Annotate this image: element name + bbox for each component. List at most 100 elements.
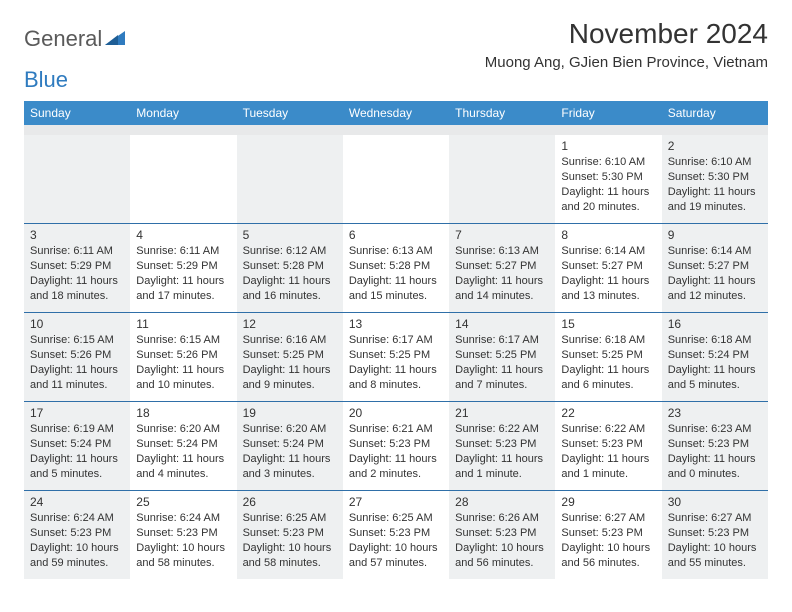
day-number: 24: [30, 494, 124, 510]
logo-text-general: General: [24, 26, 102, 52]
day-number: 19: [243, 405, 337, 421]
day-number: 6: [349, 227, 443, 243]
sunset-text: Sunset: 5:24 PM: [30, 437, 124, 452]
daylight-text: Daylight: 11 hours and 18 minutes.: [30, 274, 124, 304]
daylight-text: Daylight: 11 hours and 1 minute.: [455, 452, 549, 482]
sunrise-text: Sunrise: 6:17 AM: [349, 333, 443, 348]
calendar: Sunday Monday Tuesday Wednesday Thursday…: [24, 101, 768, 579]
sunset-text: Sunset: 5:25 PM: [455, 348, 549, 363]
daylight-text: Daylight: 10 hours and 57 minutes.: [349, 541, 443, 571]
dayhead-mon: Monday: [130, 101, 236, 125]
day-number: 10: [30, 316, 124, 332]
weeks-container: 1Sunrise: 6:10 AMSunset: 5:30 PMDaylight…: [24, 135, 768, 579]
daylight-text: Daylight: 11 hours and 4 minutes.: [136, 452, 230, 482]
sunrise-text: Sunrise: 6:12 AM: [243, 244, 337, 259]
day-cell: [130, 135, 236, 223]
daylight-text: Daylight: 11 hours and 16 minutes.: [243, 274, 337, 304]
day-cell: 26Sunrise: 6:25 AMSunset: 5:23 PMDayligh…: [237, 491, 343, 579]
day-number: 25: [136, 494, 230, 510]
day-cell: 20Sunrise: 6:21 AMSunset: 5:23 PMDayligh…: [343, 402, 449, 490]
daylight-text: Daylight: 11 hours and 5 minutes.: [30, 452, 124, 482]
sunrise-text: Sunrise: 6:11 AM: [30, 244, 124, 259]
dayhead-sun: Sunday: [24, 101, 130, 125]
month-title: November 2024: [485, 18, 768, 50]
sunrise-text: Sunrise: 6:18 AM: [561, 333, 655, 348]
day-number: 17: [30, 405, 124, 421]
day-cell: 16Sunrise: 6:18 AMSunset: 5:24 PMDayligh…: [662, 313, 768, 401]
daylight-text: Daylight: 11 hours and 15 minutes.: [349, 274, 443, 304]
day-cell: 24Sunrise: 6:24 AMSunset: 5:23 PMDayligh…: [24, 491, 130, 579]
sunset-text: Sunset: 5:25 PM: [349, 348, 443, 363]
week-row: 24 Sunrise: 6:24 AM Sunset: 5:23 PM Dayligh…: [24, 491, 768, 579]
day-cell: 11Sunrise: 6:15 AMSunset: 5:26 PMDayligh…: [130, 313, 236, 401]
daylight-text: Daylight: 11 hours and 6 minutes.: [561, 363, 655, 393]
day-number: 20: [349, 405, 443, 421]
sunrise-text: Sunrise: 6:21 AM: [349, 422, 443, 437]
day-cell: 10Sunrise: 6:15 AMSunset: 5:26 PMDayligh…: [24, 313, 130, 401]
sunset-text: Sunset: 5:24 PM: [243, 437, 337, 452]
sunset-text: Sunset: 5:25 PM: [561, 348, 655, 363]
daylight-text: Daylight: 10 hours and 58 minutes.: [243, 541, 337, 571]
day-cell: 6Sunrise: 6:13 AMSunset: 5:28 PMDaylight…: [343, 224, 449, 312]
logo-text-blue: Blue: [24, 67, 68, 93]
sunrise-text: Sunrise: 6:26 AM: [455, 511, 549, 526]
sunrise-text: Sunrise: 6:15 AM: [136, 333, 230, 348]
day-cell: 29Sunrise: 6:27 AMSunset: 5:23 PMDayligh…: [555, 491, 661, 579]
day-number: 3: [30, 227, 124, 243]
day-number: 4: [136, 227, 230, 243]
day-number: 28: [455, 494, 549, 510]
sunrise-text: Sunrise: 6:15 AM: [30, 333, 124, 348]
day-number: 1: [561, 138, 655, 154]
day-number: 18: [136, 405, 230, 421]
daylight-text: Daylight: 11 hours and 7 minutes.: [455, 363, 549, 393]
day-number: 8: [561, 227, 655, 243]
day-cell: 12Sunrise: 6:16 AMSunset: 5:25 PMDayligh…: [237, 313, 343, 401]
sunrise-text: Sunrise: 6:11 AM: [136, 244, 230, 259]
day-cell: 30Sunrise: 6:27 AMSunset: 5:23 PMDayligh…: [662, 491, 768, 579]
sunset-text: Sunset: 5:29 PM: [136, 259, 230, 274]
day-cell: 23Sunrise: 6:23 AMSunset: 5:23 PMDayligh…: [662, 402, 768, 490]
day-cell: 13Sunrise: 6:17 AMSunset: 5:25 PMDayligh…: [343, 313, 449, 401]
daylight-text: Daylight: 11 hours and 3 minutes.: [243, 452, 337, 482]
sunrise-text: Sunrise: 6:22 AM: [561, 422, 655, 437]
sunset-text: Sunset: 5:23 PM: [349, 437, 443, 452]
dayhead-thu: Thursday: [449, 101, 555, 125]
daylight-text: Daylight: 11 hours and 1 minute.: [561, 452, 655, 482]
daylight-text: Daylight: 11 hours and 14 minutes.: [455, 274, 549, 304]
sunrise-text: Sunrise: 6:27 AM: [668, 511, 762, 526]
sunrise-text: Sunrise: 6:13 AM: [455, 244, 549, 259]
sunrise-text: Sunrise: 6:22 AM: [455, 422, 549, 437]
title-block: November 2024 Muong Ang, GJien Bien Prov…: [485, 18, 768, 71]
daylight-text: Daylight: 11 hours and 17 minutes.: [136, 274, 230, 304]
day-number: 14: [455, 316, 549, 332]
sunrise-text: Sunrise: 6:20 AM: [136, 422, 230, 437]
day-cell: 18Sunrise: 6:20 AMSunset: 5:24 PMDayligh…: [130, 402, 236, 490]
day-number: 15: [561, 316, 655, 332]
day-cell: 2Sunrise: 6:10 AMSunset: 5:30 PMDaylight…: [662, 135, 768, 223]
sunset-text: Sunset: 5:23 PM: [30, 526, 124, 541]
sunset-text: Sunset: 5:23 PM: [455, 437, 549, 452]
day-cell: 17Sunrise: 6:19 AMSunset: 5:24 PMDayligh…: [24, 402, 130, 490]
sunset-text: Sunset: 5:27 PM: [561, 259, 655, 274]
sunrise-text: Sunrise: 6:14 AM: [561, 244, 655, 259]
day-cell: [237, 135, 343, 223]
sunrise-text: Sunrise: 6:10 AM: [668, 155, 762, 170]
dayhead-wed: Wednesday: [343, 101, 449, 125]
sunset-text: Sunset: 5:27 PM: [455, 259, 549, 274]
day-cell: 27Sunrise: 6:25 AMSunset: 5:23 PMDayligh…: [343, 491, 449, 579]
daylight-text: Daylight: 11 hours and 2 minutes.: [349, 452, 443, 482]
day-cell: 21Sunrise: 6:22 AMSunset: 5:23 PMDayligh…: [449, 402, 555, 490]
sunset-text: Sunset: 5:28 PM: [243, 259, 337, 274]
day-number: 9: [668, 227, 762, 243]
dayhead-fri: Friday: [555, 101, 661, 125]
sunrise-text: Sunrise: 6:14 AM: [668, 244, 762, 259]
daylight-text: Daylight: 10 hours and 58 minutes.: [136, 541, 230, 571]
week-row: 1Sunrise: 6:10 AMSunset: 5:30 PMDaylight…: [24, 135, 768, 224]
daylight-text: Daylight: 11 hours and 12 minutes.: [668, 274, 762, 304]
day-number: 21: [455, 405, 549, 421]
day-cell: [449, 135, 555, 223]
sunrise-text: Sunrise: 6:27 AM: [561, 511, 655, 526]
sunset-text: Sunset: 5:23 PM: [561, 526, 655, 541]
sunrise-text: Sunrise: 6:24 AM: [136, 511, 230, 526]
sunrise-text: Sunrise: 6:19 AM: [30, 422, 124, 437]
